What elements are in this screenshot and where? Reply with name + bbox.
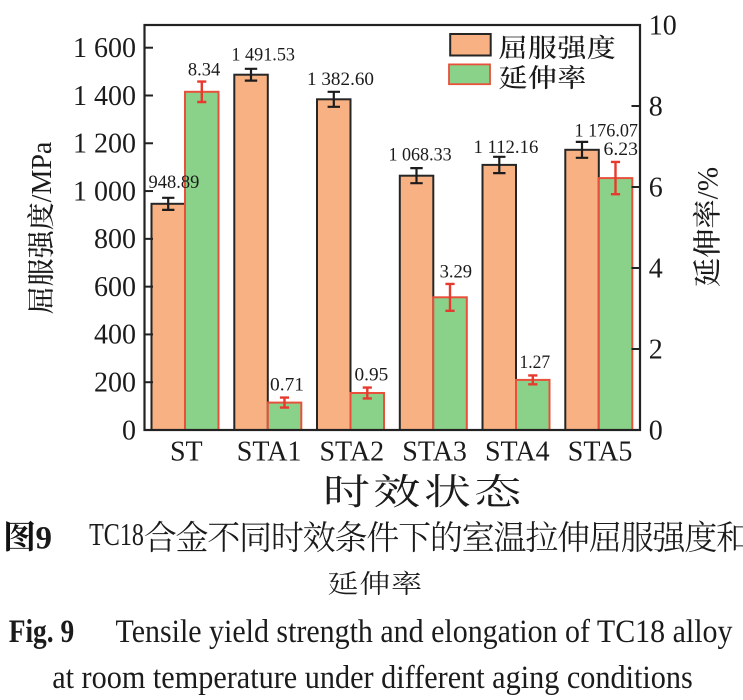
svg-text:1.27: 1.27 [520, 352, 551, 373]
svg-text:0: 0 [649, 415, 663, 446]
svg-text:400: 400 [94, 320, 136, 351]
svg-text:6.23: 6.23 [604, 139, 639, 160]
svg-text:1 200: 1 200 [73, 129, 136, 160]
svg-text:10: 10 [649, 10, 677, 41]
svg-text:1 176.07: 1 176.07 [575, 121, 639, 142]
svg-text:STA3: STA3 [402, 436, 467, 467]
svg-text:Fig. 9: Fig. 9 [9, 614, 75, 650]
svg-text:800: 800 [94, 224, 136, 255]
svg-text:at room temperature under diff: at room temperature under different agin… [52, 660, 693, 696]
svg-text:1 491.53: 1 491.53 [231, 44, 295, 65]
svg-text:ST: ST [170, 436, 203, 467]
svg-text:1 382.60: 1 382.60 [307, 69, 374, 90]
svg-text:STA1: STA1 [237, 436, 302, 467]
svg-text:2: 2 [649, 334, 663, 365]
svg-text:TC18: TC18 [89, 516, 144, 552]
svg-text:STA5: STA5 [568, 436, 633, 467]
svg-text:STA2: STA2 [319, 436, 384, 467]
svg-text:0.71: 0.71 [270, 375, 304, 396]
svg-text:4: 4 [649, 253, 663, 284]
svg-text:1 112.16: 1 112.16 [474, 137, 539, 158]
svg-text:1 400: 1 400 [73, 81, 136, 112]
svg-text:Tensile yield strength and elo: Tensile yield strength and elongation of… [116, 614, 733, 650]
svg-text:1 600: 1 600 [73, 33, 136, 64]
svg-text:/MPa: /MPa [27, 141, 58, 202]
svg-text:1 068.33: 1 068.33 [389, 144, 452, 165]
svg-text:948.89: 948.89 [149, 172, 200, 193]
svg-text:6: 6 [649, 172, 663, 203]
svg-text:1 000: 1 000 [73, 176, 136, 207]
svg-text:9: 9 [36, 521, 53, 557]
svg-text:3.29: 3.29 [440, 262, 473, 283]
svg-text:8.34: 8.34 [188, 60, 221, 81]
svg-text:0.95: 0.95 [355, 365, 389, 386]
svg-text:8: 8 [649, 91, 663, 122]
svg-text:200: 200 [94, 368, 136, 399]
svg-text:0: 0 [122, 415, 136, 446]
svg-text:STA4: STA4 [485, 436, 550, 467]
svg-text:600: 600 [94, 272, 136, 303]
svg-text:/%: /% [693, 167, 725, 199]
